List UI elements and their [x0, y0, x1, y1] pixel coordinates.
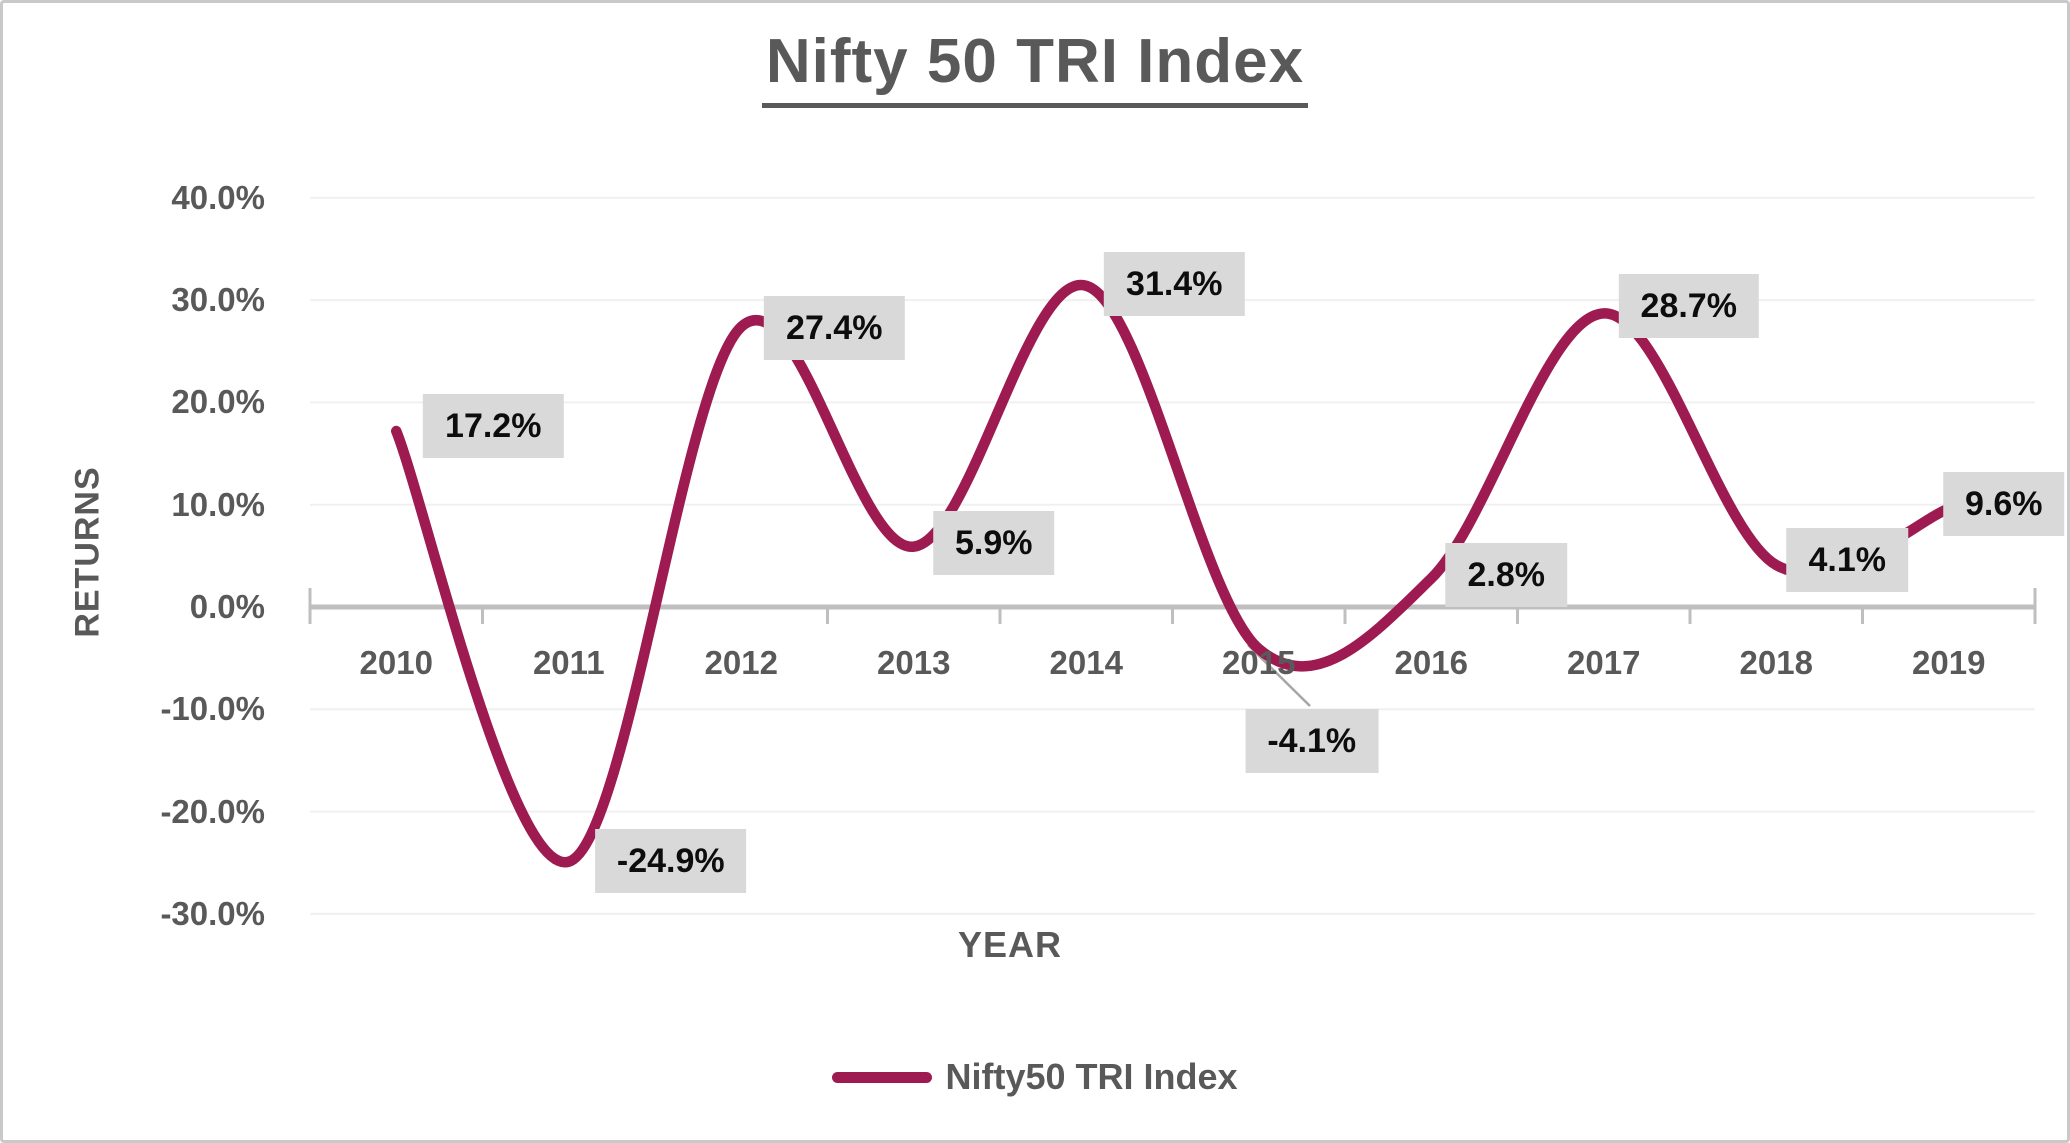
- x-tick-label-2010: 2010: [359, 644, 433, 681]
- y-tick-label-40.0%: 40.0%: [171, 178, 265, 216]
- data-label-2018: 4.1%: [1786, 528, 1908, 593]
- y-tick-label-30.0%: 30.0%: [171, 281, 265, 319]
- x-tick-label-2011: 2011: [532, 644, 605, 681]
- x-tick-label-2015: 2015: [1222, 644, 1296, 681]
- x-tick-label-2016: 2016: [1394, 644, 1468, 681]
- x-tick-label-2014: 2014: [1049, 644, 1123, 681]
- legend-series-label: Nifty50 TRI Index: [945, 1056, 1238, 1097]
- data-label-2011: -24.9%: [594, 828, 747, 893]
- data-label-2016: 2.8%: [1445, 543, 1567, 608]
- y-tick-label--30.0%: -30.0%: [160, 894, 265, 932]
- series-line-nifty50-tri-index: [391, 280, 1955, 868]
- data-label-2013: 5.9%: [933, 510, 1055, 575]
- y-tick-label--20.0%: -20.0%: [160, 792, 265, 830]
- chart-title: Nifty 50 TRI Index: [0, 27, 2070, 109]
- x-tick-label-2017: 2017: [1567, 644, 1641, 681]
- legend: Nifty50 TRI Index: [0, 1056, 2070, 1098]
- x-tick-label-2013: 2013: [877, 644, 951, 681]
- x-tick-label-2012: 2012: [704, 644, 778, 681]
- chart-title-text: Nifty 50 TRI Index: [761, 27, 1309, 109]
- data-label-2019: 9.6%: [1943, 471, 2065, 536]
- x-tick-label-2018: 2018: [1739, 644, 1813, 681]
- data-label-2014: 31.4%: [1104, 251, 1245, 316]
- y-tick-label-0.0%: 0.0%: [189, 588, 265, 625]
- data-label-2015: -4.1%: [1245, 708, 1379, 773]
- y-tick-label-10.0%: 10.0%: [171, 485, 265, 523]
- data-label-2017: 28.7%: [1618, 274, 1759, 339]
- legend-line-swatch: [832, 1071, 933, 1083]
- data-label-2012: 27.4%: [764, 295, 905, 360]
- data-label-2010: 17.2%: [423, 394, 564, 459]
- y-tick-label--10.0%: -10.0%: [160, 690, 265, 728]
- y-tick-label-20.0%: 20.0%: [171, 383, 265, 421]
- x-tick-label-2019: 2019: [1912, 644, 1986, 681]
- x-axis-title: YEAR: [957, 924, 1063, 965]
